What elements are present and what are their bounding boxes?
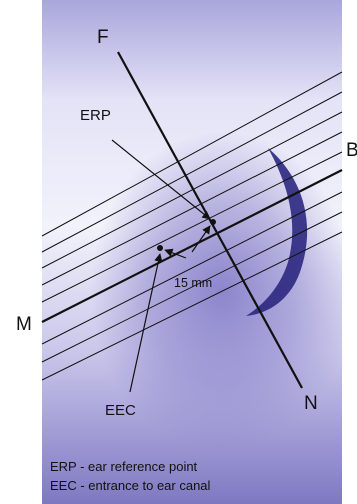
dimension-arrow-left <box>164 248 187 259</box>
label-eec: EEC <box>105 402 136 419</box>
parallel-lines <box>41 71 343 381</box>
eec-arrow <box>129 253 163 393</box>
label-erp: ERP <box>80 107 111 124</box>
legend-erp: ERP - ear reference point <box>50 459 198 474</box>
label-distance: 15 mm <box>174 276 213 290</box>
dimension-arrow-right <box>191 225 211 253</box>
label-b: B <box>346 140 357 161</box>
ear-outline <box>246 148 308 316</box>
erp-arrow <box>111 139 211 220</box>
eec-point <box>157 245 163 251</box>
erp-point <box>210 219 216 225</box>
label-n: N <box>304 393 318 414</box>
f-n-line <box>117 51 303 389</box>
m-b-line <box>41 169 343 323</box>
label-m: M <box>16 314 32 335</box>
label-f: F <box>97 27 109 48</box>
legend-eec: EEC - entrance to ear canal <box>50 478 211 493</box>
